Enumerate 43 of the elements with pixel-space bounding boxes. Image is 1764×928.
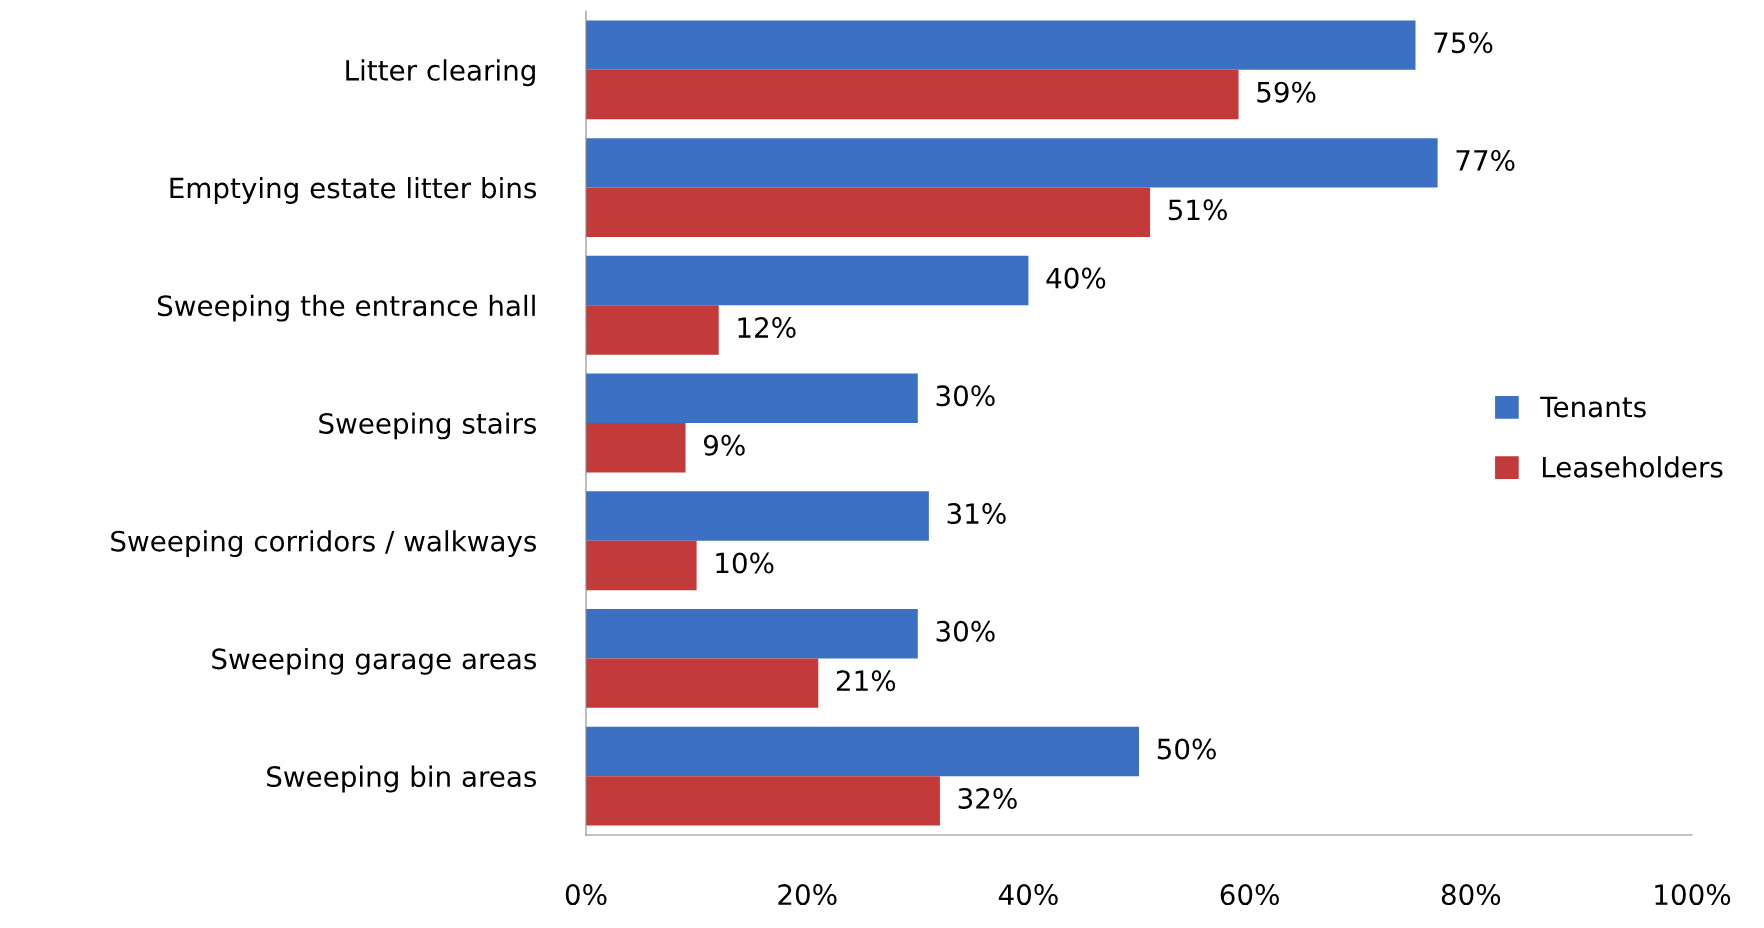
data-label: 31% bbox=[947, 503, 1006, 525]
data-label: 50% bbox=[1157, 738, 1216, 760]
y-tick-label: Sweeping corridors / walkways bbox=[111, 530, 537, 558]
bar bbox=[586, 138, 1438, 188]
bar bbox=[586, 776, 940, 826]
bar bbox=[586, 187, 1151, 238]
bar bbox=[586, 491, 929, 541]
x-tick-label: 40% bbox=[998, 884, 1058, 906]
bar bbox=[586, 540, 697, 591]
x-tick-label: 80% bbox=[1441, 884, 1501, 906]
bar bbox=[586, 20, 1416, 70]
x-tick-label: 0% bbox=[565, 884, 607, 906]
bar bbox=[586, 423, 686, 473]
bar bbox=[586, 726, 1139, 777]
y-tick-label: Litter clearing bbox=[346, 59, 535, 87]
data-label: 32% bbox=[958, 787, 1017, 809]
bar bbox=[586, 255, 1029, 306]
data-label: 59% bbox=[1257, 81, 1316, 103]
data-label: 40% bbox=[1046, 267, 1106, 289]
bar bbox=[586, 305, 719, 355]
legend-label: Leaseholders bbox=[1542, 456, 1723, 478]
y-tick-label: Sweeping bin areas bbox=[267, 765, 537, 793]
data-label: 30% bbox=[936, 385, 995, 407]
data-label: 21% bbox=[836, 670, 896, 692]
data-label: 75% bbox=[1434, 32, 1493, 54]
x-tick-label: 100% bbox=[1655, 884, 1731, 906]
data-label: 51% bbox=[1168, 199, 1227, 221]
data-label: 10% bbox=[716, 552, 774, 574]
y-tick-label: Sweeping stairs bbox=[319, 412, 537, 440]
bar bbox=[586, 608, 918, 659]
y-tick-label: Sweeping garage areas bbox=[212, 647, 537, 675]
data-label: 12% bbox=[738, 317, 796, 339]
legend-label: Tenants bbox=[1540, 396, 1646, 418]
bar bbox=[586, 658, 819, 708]
x-tick-label: 60% bbox=[1220, 884, 1279, 906]
x-tick-label: 20% bbox=[778, 884, 837, 906]
bar bbox=[586, 373, 918, 423]
data-label: 30% bbox=[936, 620, 995, 642]
data-label: 9% bbox=[703, 434, 745, 456]
data-label: 77% bbox=[1456, 149, 1515, 171]
y-tick-label: Emptying estate litter bins bbox=[170, 177, 537, 204]
bar bbox=[586, 69, 1239, 120]
y-tick-label: Sweeping the entrance hall bbox=[157, 294, 535, 322]
